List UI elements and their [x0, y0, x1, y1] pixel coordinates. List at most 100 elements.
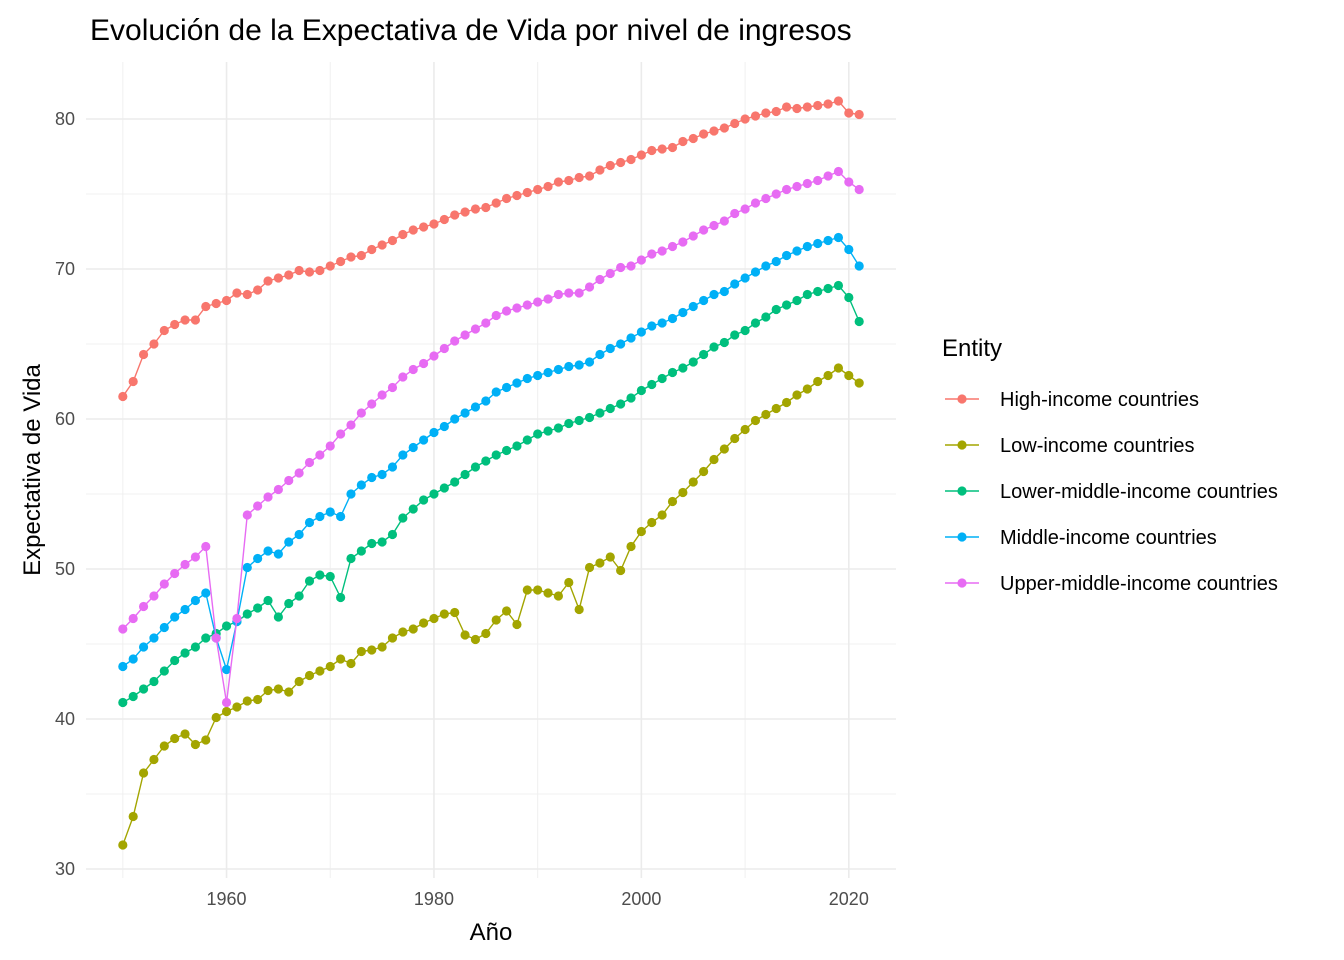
data-point	[346, 420, 356, 430]
data-point	[429, 489, 439, 499]
data-point	[833, 363, 844, 373]
data-point	[844, 244, 854, 255]
data-point	[470, 634, 481, 645]
data-point	[678, 487, 688, 498]
data-point	[190, 595, 201, 606]
data-point	[771, 304, 781, 315]
data-point	[336, 429, 346, 439]
data-point	[501, 306, 512, 316]
x-tick-label: 1980	[414, 889, 454, 909]
data-point	[584, 282, 595, 292]
data-point	[387, 633, 398, 643]
y-axis-title: Expectativa de Vida	[19, 364, 46, 576]
data-point	[429, 427, 439, 438]
data-point	[740, 273, 750, 283]
data-point	[170, 733, 180, 744]
data-point	[512, 441, 522, 451]
data-point	[688, 231, 698, 241]
data-point	[429, 613, 439, 624]
data-point	[533, 585, 543, 595]
data-point	[356, 250, 366, 261]
data-point	[346, 489, 356, 499]
data-point	[128, 613, 138, 624]
data-point	[429, 219, 439, 229]
data-point	[792, 103, 802, 114]
data-point	[470, 462, 481, 472]
data-point	[460, 408, 470, 418]
data-point	[595, 274, 605, 285]
legend-label: High-income countries	[1000, 389, 1199, 411]
data-point	[201, 588, 211, 598]
data-point	[470, 324, 481, 334]
data-point	[294, 591, 304, 601]
data-point	[190, 552, 201, 562]
data-point	[325, 507, 335, 517]
data-point	[678, 307, 688, 318]
data-point	[460, 630, 470, 640]
data-point	[854, 261, 864, 271]
data-point	[792, 181, 802, 192]
legend-key-point	[957, 440, 967, 450]
data-point	[823, 235, 833, 246]
legend-label: Upper-middle-income countries	[1000, 573, 1278, 595]
data-point	[491, 615, 501, 625]
y-axis-ticks: 30 40 50 60 70 80	[55, 109, 75, 879]
data-point	[792, 390, 802, 400]
data-point	[315, 666, 325, 676]
data-point	[533, 429, 543, 439]
data-point	[844, 108, 854, 118]
data-point	[450, 336, 460, 346]
data-point	[242, 289, 252, 300]
data-point	[408, 364, 418, 375]
data-point	[263, 685, 273, 696]
data-point	[481, 628, 491, 639]
data-point	[315, 450, 325, 460]
data-point	[481, 318, 491, 328]
data-point	[823, 283, 833, 294]
data-point	[750, 111, 761, 121]
data-point	[377, 469, 387, 480]
data-point	[781, 184, 792, 195]
data-point	[118, 391, 128, 402]
data-point	[356, 408, 366, 418]
data-point	[574, 604, 584, 615]
data-point	[719, 286, 729, 297]
data-point	[844, 177, 854, 187]
data-point	[128, 376, 138, 387]
data-point	[190, 739, 201, 750]
data-point	[180, 559, 190, 570]
data-point	[398, 627, 408, 637]
data-point	[678, 237, 688, 247]
data-point	[553, 591, 564, 601]
data-point	[813, 238, 823, 249]
data-point	[543, 588, 553, 598]
data-point	[221, 706, 232, 717]
data-point	[636, 150, 646, 160]
data-point	[170, 319, 180, 330]
data-point	[647, 321, 657, 331]
data-point	[398, 229, 408, 240]
data-point	[242, 609, 252, 619]
data-point	[657, 510, 667, 520]
data-point	[678, 136, 688, 147]
series-high-income-countries	[118, 96, 864, 402]
data-point	[616, 339, 626, 349]
data-point	[118, 697, 128, 708]
data-point	[636, 526, 646, 537]
data-point	[667, 496, 678, 507]
data-point	[387, 235, 398, 246]
x-axis-title: Año	[470, 919, 513, 946]
data-point	[460, 207, 470, 217]
data-point	[730, 433, 740, 444]
data-point	[481, 202, 491, 213]
data-point	[595, 558, 605, 568]
data-point	[138, 684, 149, 694]
legend-label: Middle-income countries	[1000, 527, 1217, 549]
data-point	[719, 444, 729, 454]
data-point	[781, 250, 792, 261]
data-point	[823, 370, 833, 381]
data-point	[647, 379, 657, 390]
data-point	[149, 754, 159, 765]
data-point	[149, 339, 159, 349]
data-point	[657, 246, 667, 256]
